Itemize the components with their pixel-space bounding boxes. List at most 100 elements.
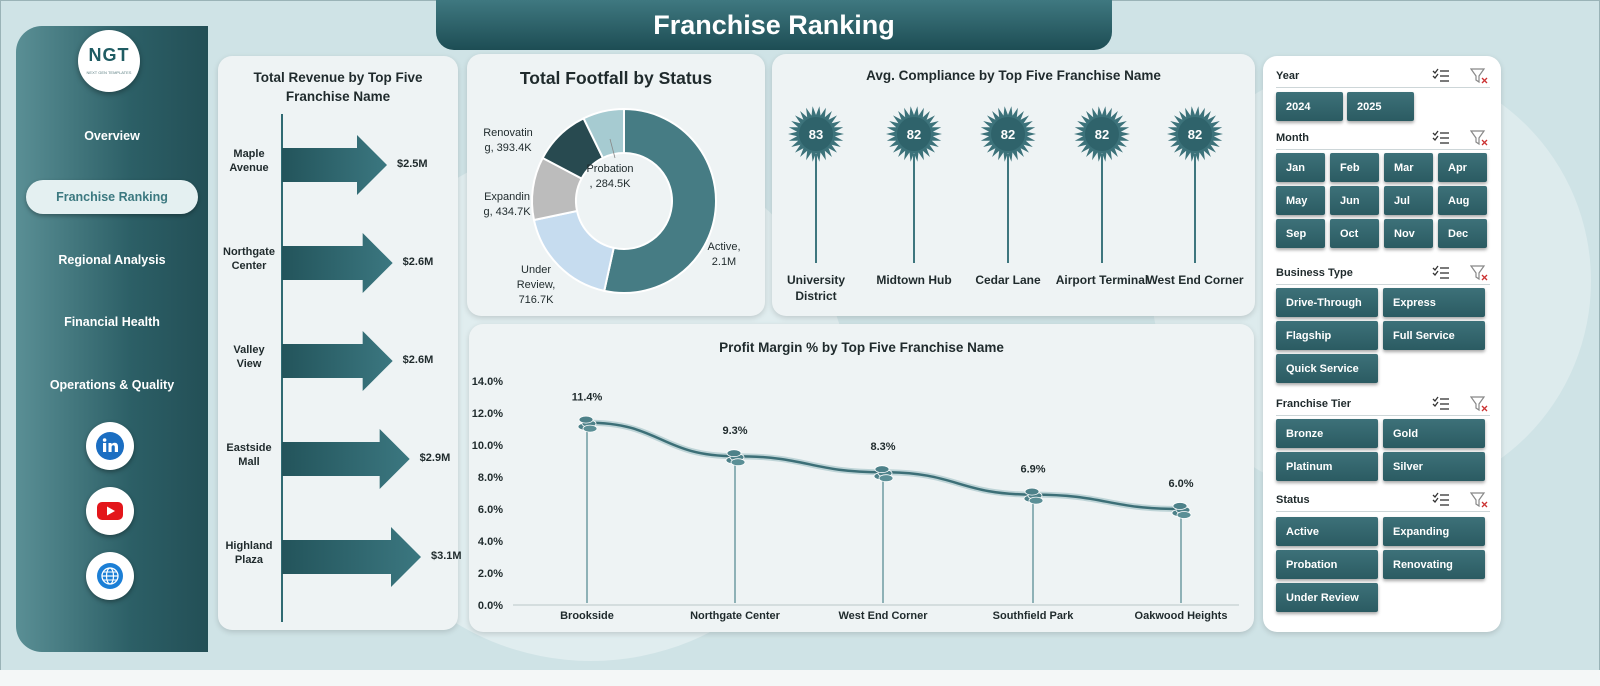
revenue-bar-row: Valley View $2.6M: [218, 326, 458, 396]
profit-category-label: Southfield Park: [993, 610, 1075, 622]
revenue-category-line1: Highland: [225, 540, 273, 552]
compliance-category-label: Midtown Hub: [876, 273, 951, 287]
profit-coin-marker: [873, 465, 894, 483]
youtube-icon: [97, 502, 123, 520]
filter-title: Business Type: [1276, 267, 1353, 279]
revenue-category-line1: Valley: [233, 344, 265, 356]
filter-chip-probation[interactable]: Probation: [1276, 550, 1378, 579]
clear-filter-icon[interactable]: [1470, 492, 1488, 508]
filter-title: Month: [1276, 132, 1309, 144]
donut-slice-probation: [582, 107, 625, 160]
filter-chip-may[interactable]: May: [1276, 186, 1325, 215]
revenue-category-line2: Mall: [238, 456, 260, 468]
multi-select-icon[interactable]: [1432, 492, 1450, 508]
donut-data-label: Probation: [586, 163, 633, 175]
filter-chip-silver[interactable]: Silver: [1383, 452, 1485, 481]
filter-chip-gold[interactable]: Gold: [1383, 419, 1485, 448]
revenue-category-line2: Avenue: [229, 162, 269, 174]
compliance-marker-core: [799, 117, 833, 151]
filter-chip-oct[interactable]: Oct: [1330, 219, 1379, 248]
multi-select-icon[interactable]: [1432, 396, 1450, 412]
filter-chip-expanding[interactable]: Expanding: [1383, 517, 1485, 546]
filter-chip-dec[interactable]: Dec: [1438, 219, 1487, 248]
youtube-button[interactable]: [86, 487, 134, 535]
filter-chip-bronze[interactable]: Bronze: [1276, 419, 1378, 448]
clear-filter-icon[interactable]: [1470, 68, 1488, 84]
revenue-category-label: Valley View: [218, 343, 280, 371]
filter-chip-nov[interactable]: Nov: [1384, 219, 1433, 248]
revenue-category-label: Maple Avenue: [218, 147, 280, 175]
revenue-arrow-shape: [282, 233, 393, 293]
compliance-marker-core: [897, 117, 931, 151]
footfall-chart-title: Total Footfall by Status: [519, 68, 713, 88]
filter-chip-jan[interactable]: Jan: [1276, 153, 1325, 182]
revenue-bar-row: Highland Plaza $3.1M: [218, 522, 462, 592]
donut-data-label: g, 393.4K: [484, 142, 532, 154]
donut-data-label: 2.1M: [712, 256, 736, 268]
filter-chip-renovating[interactable]: Renovating: [1383, 550, 1485, 579]
filter-chip-platinum[interactable]: Platinum: [1276, 452, 1378, 481]
filter-chip-full-service[interactable]: Full Service: [1383, 321, 1485, 350]
compliance-chart-panel: Avg. Compliance by Top Five Franchise Na…: [772, 54, 1255, 316]
compliance-value-label: 82: [1188, 127, 1202, 142]
revenue-category-label: Northgate Center: [218, 245, 280, 273]
filter-chip-sep[interactable]: Sep: [1276, 219, 1325, 248]
revenue-value-label: $2.5M: [397, 158, 428, 170]
revenue-title-line2: Franchise Name: [285, 89, 391, 104]
nav-operations-quality[interactable]: Operations & Quality: [49, 378, 175, 392]
clear-filter-icon[interactable]: [1470, 265, 1488, 281]
multi-select-icon[interactable]: [1432, 265, 1450, 281]
nav-franchise-ranking[interactable]: Franchise Ranking: [26, 180, 198, 214]
clear-filter-icon[interactable]: [1470, 396, 1488, 412]
filter-chip-under-review[interactable]: Under Review: [1276, 583, 1378, 612]
filter-chip-quick-service[interactable]: Quick Service: [1276, 354, 1378, 383]
website-button[interactable]: [86, 552, 134, 600]
revenue-arrow-bar: [282, 233, 393, 293]
profit-coin-marker: [725, 449, 746, 467]
filter-chip-2024[interactable]: 2024: [1276, 92, 1343, 121]
compliance-category-label-line2: District: [795, 289, 836, 303]
filter-chip-aug[interactable]: Aug: [1438, 186, 1487, 215]
filter-chip-flagship[interactable]: Flagship: [1276, 321, 1378, 350]
filter-chip-drive-through[interactable]: Drive-Through: [1276, 288, 1378, 317]
clear-filter-icon[interactable]: [1470, 130, 1488, 146]
revenue-value-label: $2.6M: [402, 354, 434, 366]
filter-chip-feb[interactable]: Feb: [1330, 153, 1379, 182]
profit-margin-chart-panel: Profit Margin % by Top Five Franchise Na…: [469, 324, 1254, 632]
revenue-chart-title: Total Revenue by Top Five Franchise Name: [218, 68, 458, 106]
nav-regional-analysis[interactable]: Regional Analysis: [58, 253, 166, 267]
filter-chip-2025[interactable]: 2025: [1347, 92, 1414, 121]
revenue-arrow-shape: [282, 331, 393, 391]
filter-title: Status: [1276, 494, 1310, 506]
revenue-arrow-shape: [282, 135, 387, 195]
nav-overview[interactable]: Overview: [84, 129, 140, 143]
profit-category-label: Oakwood Heights: [1135, 610, 1228, 622]
multi-select-icon[interactable]: [1432, 68, 1450, 84]
profit-coin-marker: [577, 415, 598, 433]
profit-chart-title: Profit Margin % by Top Five Franchise Na…: [719, 340, 1004, 355]
revenue-chart-panel: Total Revenue by Top Five Franchise Name…: [218, 56, 462, 630]
donut-data-label: Expandin: [484, 191, 530, 203]
linkedin-icon: [96, 432, 124, 460]
compliance-marker-core: [991, 117, 1025, 151]
profit-value-label: 6.9%: [1020, 464, 1045, 476]
profit-coin-marker: [1171, 502, 1192, 519]
footfall-chart-panel: Total Footfall by Status Active, 2.1M Unde…: [467, 54, 765, 316]
filter-chip-active[interactable]: Active: [1276, 517, 1378, 546]
filter-chip-apr[interactable]: Apr: [1438, 153, 1487, 182]
linkedin-button[interactable]: [86, 422, 134, 470]
y-tick-label: 10.0%: [472, 440, 503, 452]
donut-data-label: , 284.5K: [590, 178, 632, 190]
filter-title: Franchise Tier: [1276, 398, 1351, 410]
compliance-category-label: Cedar Lane: [975, 273, 1041, 287]
filter-chip-jun[interactable]: Jun: [1330, 186, 1379, 215]
filter-chip-jul[interactable]: Jul: [1384, 186, 1433, 215]
nav-financial-health[interactable]: Financial Health: [64, 315, 160, 329]
multi-select-icon[interactable]: [1432, 130, 1450, 146]
revenue-value-label: $2.9M: [419, 452, 451, 464]
compliance-value-label: 82: [1095, 127, 1109, 142]
filter-chip-mar[interactable]: Mar: [1384, 153, 1433, 182]
y-tick-label: 2.0%: [478, 568, 503, 580]
logo-subtitle: NEXT GEN TEMPLATES: [86, 70, 132, 75]
filter-chip-express[interactable]: Express: [1383, 288, 1485, 317]
